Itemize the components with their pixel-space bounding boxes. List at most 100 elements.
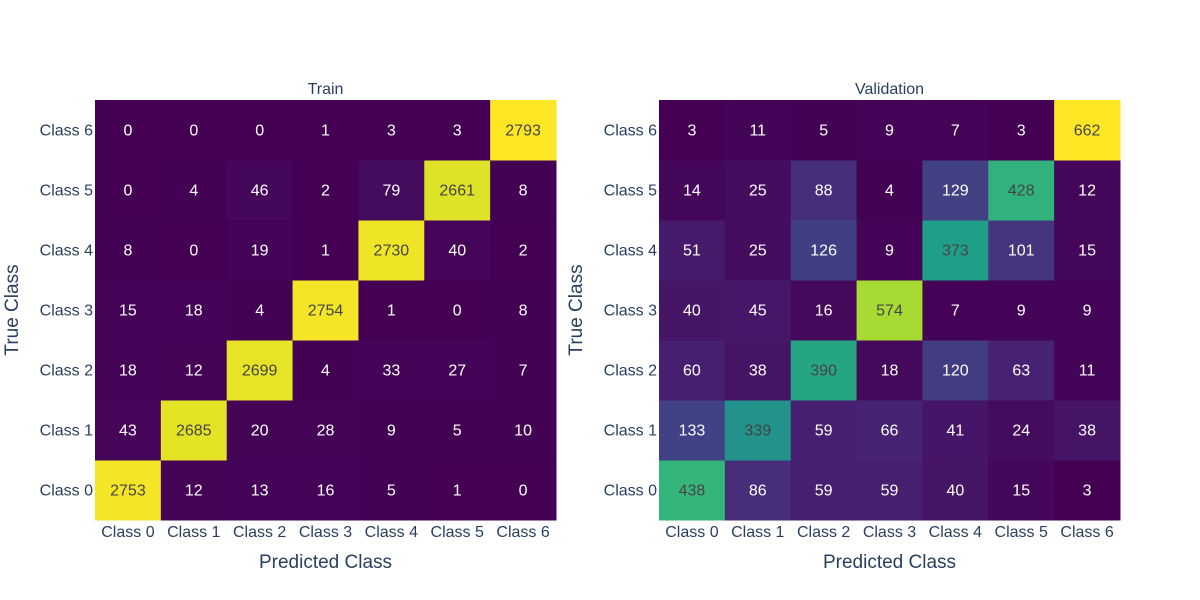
validation-cell-label-r4-c3: 9 [885, 243, 894, 260]
validation-x-tick-label: Class 3 [863, 524, 916, 541]
train-cell-label-r2-c1: 12 [185, 363, 203, 380]
train-y-tick-label: Class 0 [40, 483, 93, 500]
train-x-tick-label: Class 3 [299, 524, 352, 541]
train-cell-label-r2-c6: 7 [519, 363, 528, 380]
train-cell-r3-c6 [490, 280, 557, 341]
validation-cell-r2-c3 [856, 340, 923, 401]
train-cell-r1-c4 [358, 400, 425, 461]
validation-cell-label-r3-c2: 16 [815, 303, 833, 320]
train-cell-label-r0-c0: 2753 [110, 483, 146, 500]
validation-cell-r3-c5 [988, 280, 1055, 341]
validation-cell-label-r6-c0: 3 [687, 123, 696, 140]
validation-cell-label-r3-c6: 9 [1083, 303, 1092, 320]
validation-cell-r3-c4 [922, 280, 989, 341]
validation-cell-label-r3-c3: 574 [876, 303, 903, 320]
train-y-tick-label: Class 2 [40, 363, 93, 380]
validation-subplot-title: Validation [855, 81, 924, 98]
validation-y-axis-title: True Class [566, 264, 587, 355]
train-cell-label-r3-c2: 4 [255, 303, 264, 320]
train-cell-label-r2-c3: 4 [321, 363, 330, 380]
validation-y-tick-label: Class 3 [604, 303, 657, 320]
validation-x-tick-label: Class 6 [1060, 524, 1113, 541]
train-cell-label-r5-c3: 2 [321, 183, 330, 200]
validation-cell-label-r1-c1: 339 [744, 423, 771, 440]
validation-cell-label-r2-c3: 18 [881, 363, 899, 380]
train-cell-r4-c1 [160, 220, 228, 281]
validation-cell-label-r2-c6: 11 [1079, 363, 1096, 380]
validation-cell-label-r2-c2: 390 [810, 363, 837, 380]
train-cell-label-r4-c5: 40 [448, 243, 466, 260]
train-cell-r6-c5 [424, 100, 491, 161]
train-cell-r1-c6 [490, 400, 557, 461]
validation-cell-label-r2-c5: 63 [1012, 363, 1030, 380]
train-cell-label-r1-c6: 10 [514, 423, 532, 440]
train-cell-label-r3-c6: 8 [519, 303, 528, 320]
validation-cell-label-r6-c2: 5 [819, 123, 828, 140]
validation-cell-label-r3-c5: 9 [1017, 303, 1026, 320]
train-cell-label-r1-c0: 43 [119, 423, 137, 440]
train-cell-label-r1-c4: 9 [387, 423, 396, 440]
validation-x-axis-title: Predicted Class [823, 552, 956, 573]
train-cell-r1-c0 [95, 400, 162, 461]
validation-cell-label-r1-c0: 133 [679, 423, 706, 440]
train-cell-r5-c4 [358, 160, 425, 221]
train-cell-label-r6-c5: 3 [453, 123, 462, 140]
validation-cell-label-r4-c1: 25 [749, 243, 767, 260]
train-cell-r5-c5 [424, 160, 491, 221]
validation-cell-label-r3-c1: 45 [749, 303, 767, 320]
validation-cell-r5-c4 [922, 160, 989, 221]
train-cell-r6-c3 [292, 100, 359, 161]
train-cell-label-r4-c4: 2730 [374, 243, 410, 260]
validation-cell-r0-c4 [922, 460, 989, 521]
validation-cell-r2-c5 [988, 340, 1055, 401]
train-cell-r4-c0 [95, 220, 162, 281]
validation-cell-label-r5-c2: 88 [815, 183, 833, 200]
train-cell-label-r4-c1: 0 [189, 243, 198, 260]
validation-cell-r2-c2 [790, 340, 858, 401]
train-cell-r3-c3 [292, 280, 359, 341]
validation-cell-r3-c3 [856, 280, 923, 341]
train-cell-r2-c3 [292, 340, 359, 401]
train-y-tick-label: Class 6 [40, 123, 93, 140]
train-x-tick-label: Class 6 [496, 524, 549, 541]
train-cell-label-r5-c6: 8 [519, 183, 528, 200]
train-y-tick-label: Class 1 [40, 423, 93, 440]
validation-cell-r5-c6 [1054, 160, 1121, 221]
train-cell-r4-c3 [292, 220, 359, 281]
train-cell-r4-c5 [424, 220, 491, 281]
validation-x-tick-label: Class 4 [929, 524, 982, 541]
train-cell-r1-c5 [424, 400, 491, 461]
train-cell-r1-c3 [292, 400, 359, 461]
validation-cell-label-r3-c0: 40 [683, 303, 701, 320]
validation-cell-r0-c6 [1054, 460, 1121, 521]
validation-cell-r6-c0 [659, 100, 726, 161]
train-cell-r2-c2 [226, 340, 294, 401]
validation-cell-label-r4-c6: 15 [1078, 243, 1096, 260]
validation-cell-label-r1-c5: 24 [1012, 423, 1030, 440]
validation-cell-label-r6-c5: 3 [1017, 123, 1026, 140]
train-cell-r4-c4 [358, 220, 425, 281]
validation-cell-r1-c3 [856, 400, 923, 461]
validation-cell-label-r0-c2: 59 [815, 483, 833, 500]
train-subplot-title: Train [308, 81, 344, 98]
validation-cell-r0-c1 [724, 460, 792, 521]
validation-cell-label-r0-c3: 59 [881, 483, 899, 500]
validation-cell-r5-c0 [659, 160, 726, 221]
train-cell-label-r4-c0: 8 [123, 243, 132, 260]
train-x-tick-label: Class 4 [365, 524, 418, 541]
validation-cell-r4-c4 [922, 220, 989, 281]
validation-cell-r3-c1 [724, 280, 792, 341]
train-cell-r0-c1 [160, 460, 228, 521]
train-cell-r2-c6 [490, 340, 557, 401]
train-cell-r0-c6 [490, 460, 557, 521]
train-cell-label-r5-c2: 46 [251, 183, 269, 200]
train-cell-label-r0-c6: 0 [519, 483, 528, 500]
train-cell-label-r3-c3: 2754 [308, 303, 344, 320]
validation-cell-r6-c6 [1054, 100, 1121, 161]
validation-cell-r2-c0 [659, 340, 726, 401]
validation-cell-label-r6-c3: 9 [885, 123, 894, 140]
train-cell-label-r0-c1: 12 [185, 483, 203, 500]
validation-cell-r6-c1 [724, 100, 792, 161]
